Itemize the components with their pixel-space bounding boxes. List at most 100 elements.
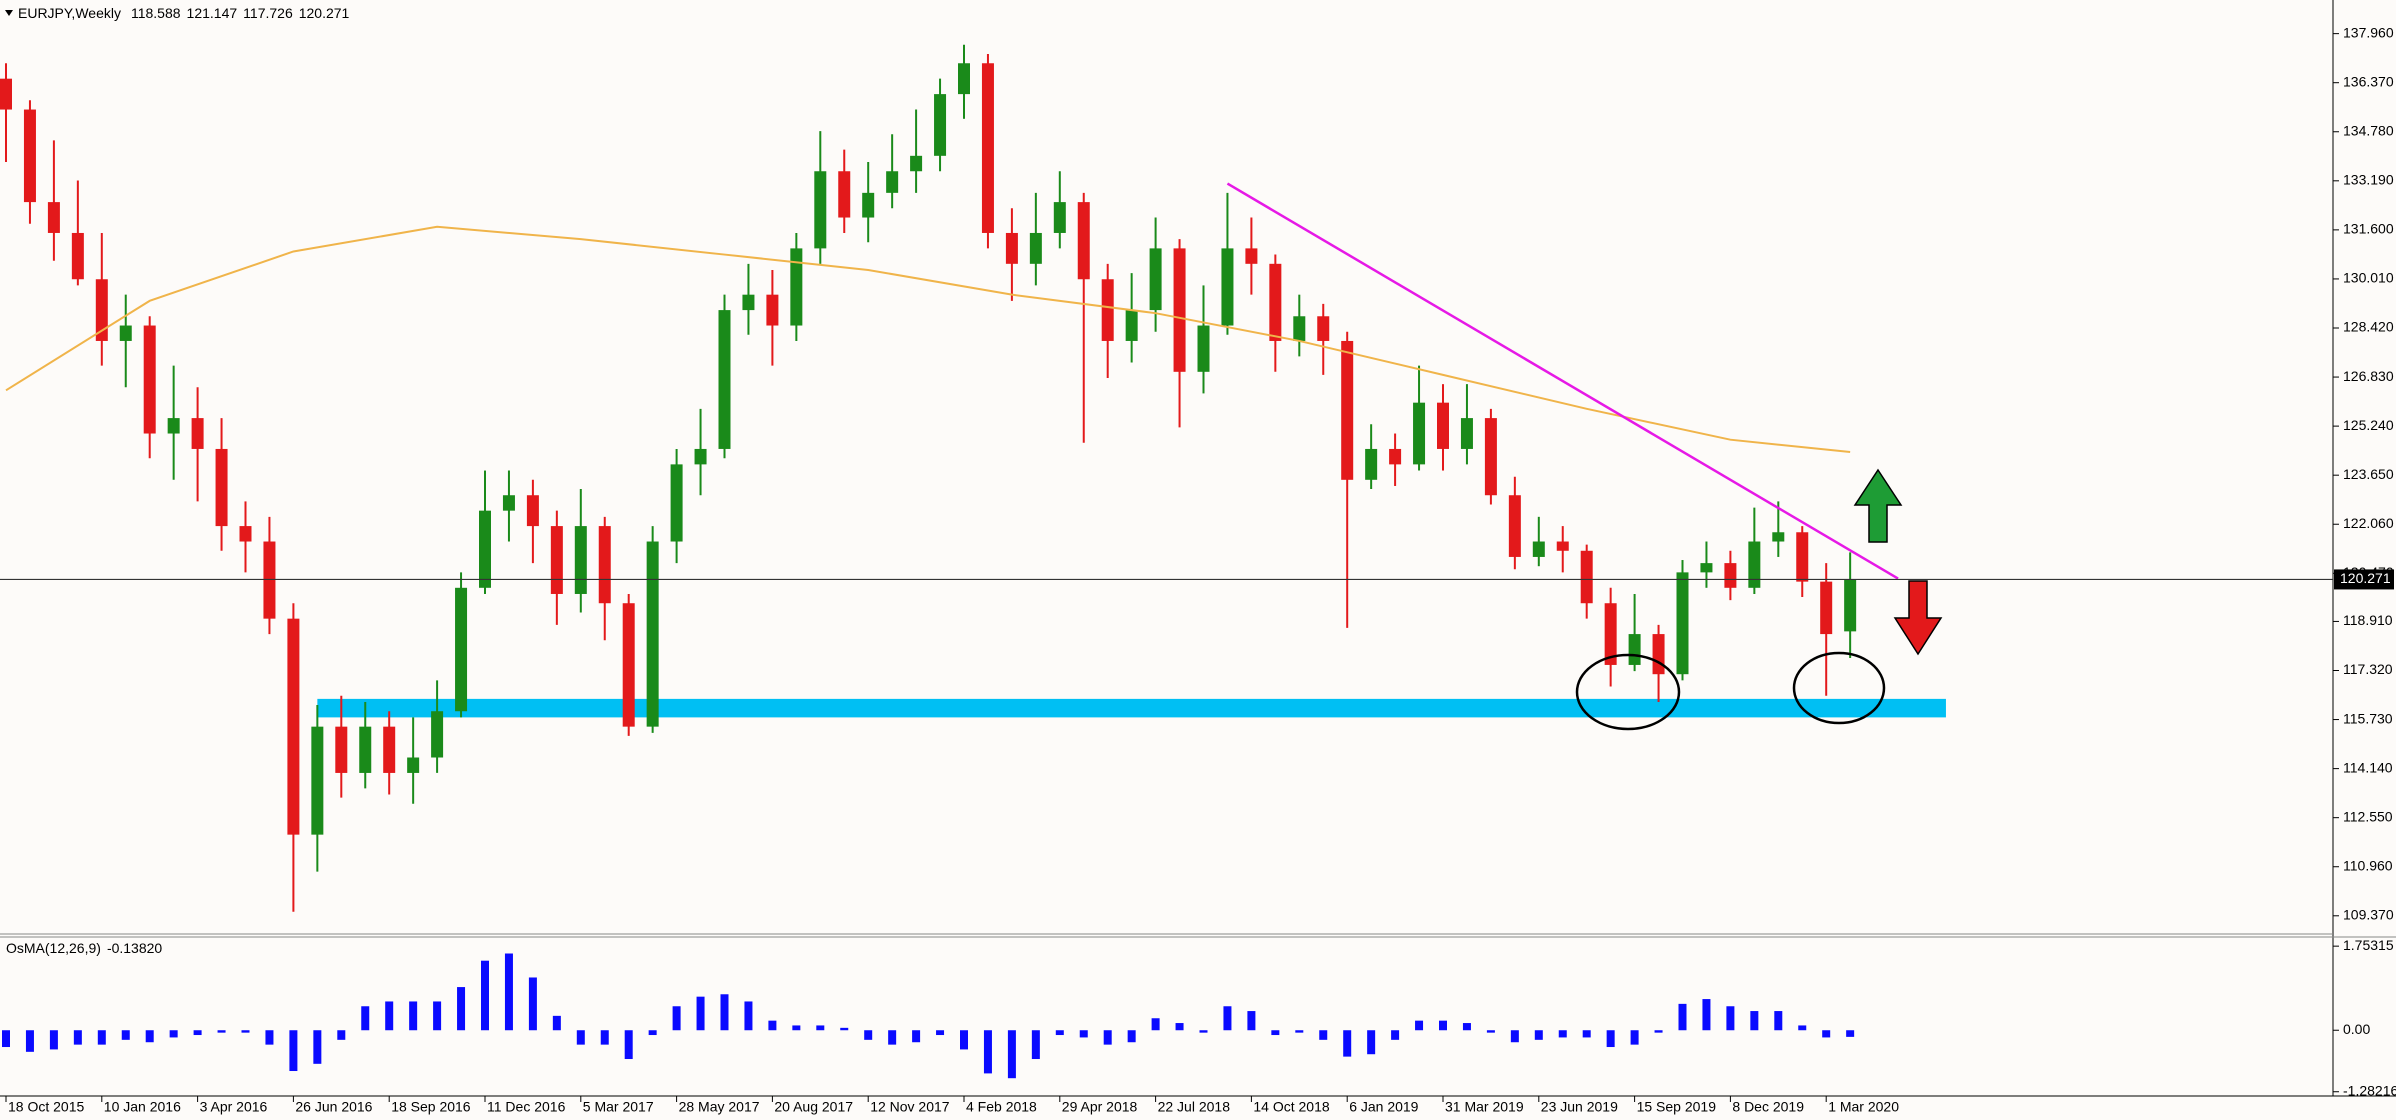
histogram-bar xyxy=(600,1030,609,1045)
y-tick-label: 125.240 xyxy=(2343,417,2394,433)
histogram-bar xyxy=(983,1030,992,1074)
histogram-bar xyxy=(145,1030,154,1043)
histogram-bar xyxy=(504,953,513,1031)
candle-body xyxy=(1125,310,1138,341)
candle-body xyxy=(694,448,707,465)
histogram-bar xyxy=(1127,1030,1136,1043)
x-tick-label: 26 Jun 2016 xyxy=(295,1099,372,1115)
histogram-bar xyxy=(1271,1030,1280,1036)
y-tick-label: 131.600 xyxy=(2343,221,2394,237)
candle-body xyxy=(981,63,994,233)
candle-body xyxy=(311,726,324,835)
histogram-bar xyxy=(912,1030,921,1043)
histogram-bar xyxy=(313,1030,322,1064)
support-zone xyxy=(317,698,1946,718)
histogram-bar xyxy=(361,1006,370,1031)
y-tick-label: 136.370 xyxy=(2343,73,2394,89)
candle-body xyxy=(1676,572,1689,675)
candle-body xyxy=(455,587,468,712)
x-tick-label: 11 Dec 2016 xyxy=(487,1099,566,1115)
histogram-bar xyxy=(121,1030,130,1040)
x-tick-label: 23 Jun 2019 xyxy=(1541,1099,1618,1115)
candle-body xyxy=(862,192,875,218)
candle-body xyxy=(431,711,444,758)
circle-annotation xyxy=(1792,651,1886,725)
candle-body xyxy=(1460,418,1473,449)
candle-body xyxy=(1197,325,1210,372)
y-tick-label: 130.010 xyxy=(2343,270,2394,286)
candle-body xyxy=(71,232,84,280)
y-tick-label: 122.060 xyxy=(2343,515,2394,531)
candle-body xyxy=(598,526,611,604)
x-tick-label: 5 Mar 2017 xyxy=(583,1099,654,1115)
candle-body xyxy=(143,325,156,434)
candle-body xyxy=(958,63,970,95)
histogram-bar xyxy=(2,1030,10,1048)
histogram-bar xyxy=(720,994,729,1031)
candle-body xyxy=(766,294,779,326)
histogram-bar xyxy=(1486,1030,1495,1033)
candle-body xyxy=(886,171,899,193)
trendline xyxy=(1226,182,1899,580)
histogram-bar xyxy=(1247,1011,1256,1031)
histogram-bar xyxy=(73,1030,82,1045)
histogram-bar xyxy=(385,1001,394,1031)
histogram-bar xyxy=(1343,1030,1352,1057)
y-tick-label: 0.00 xyxy=(2343,1021,2370,1037)
histogram-bar xyxy=(193,1030,202,1036)
candle-body xyxy=(0,78,12,110)
candle-body xyxy=(191,418,204,449)
x-tick-label: 18 Sep 2016 xyxy=(391,1099,471,1115)
histogram-bar xyxy=(1654,1030,1663,1033)
x-tick-label: 28 May 2017 xyxy=(679,1099,760,1115)
histogram-bar xyxy=(1439,1020,1447,1031)
candle-body xyxy=(1796,532,1809,582)
x-tick-label: 15 Sep 2019 xyxy=(1637,1099,1717,1115)
histogram-bar xyxy=(25,1030,34,1052)
candle-body xyxy=(1245,248,1258,264)
histogram-bar xyxy=(864,1030,873,1040)
candle-body xyxy=(1532,541,1545,557)
histogram-bar xyxy=(265,1030,274,1045)
x-tick-label: 12 Nov 2017 xyxy=(870,1099,950,1115)
candle-body xyxy=(1005,232,1018,264)
histogram-bar xyxy=(888,1030,897,1045)
candle-body xyxy=(215,448,228,527)
up-arrow xyxy=(1853,468,1903,543)
current-price-box xyxy=(2334,569,2394,590)
histogram-bar xyxy=(1007,1030,1016,1079)
x-tick-label: 10 Jan 2016 xyxy=(104,1099,181,1115)
candle-body xyxy=(239,526,252,542)
histogram-bar xyxy=(744,1001,753,1031)
histogram-bar xyxy=(1558,1030,1567,1038)
candle-body xyxy=(1772,532,1785,542)
x-tick-label: 6 Jan 2019 xyxy=(1349,1099,1418,1115)
indicator-value: -0.13820 xyxy=(107,940,162,956)
histogram-bar xyxy=(1199,1030,1208,1033)
y-tick-label: 128.420 xyxy=(2343,319,2394,335)
candle-body xyxy=(95,279,108,341)
candle-body xyxy=(1820,581,1833,635)
y-tick-label: -1.28216 xyxy=(2343,1082,2396,1098)
header-icon xyxy=(5,10,13,16)
histogram-bar xyxy=(552,1015,561,1031)
y-tick-label: 114.140 xyxy=(2343,759,2393,775)
histogram-bar xyxy=(960,1030,968,1050)
histogram-bar xyxy=(1606,1030,1615,1048)
histogram-bar xyxy=(217,1030,226,1033)
candle-body xyxy=(167,418,180,434)
y-tick-label: 1.75315 xyxy=(2343,937,2394,953)
histogram-bar xyxy=(1582,1030,1591,1038)
histogram-bar xyxy=(624,1030,633,1060)
open-value: 118.588 xyxy=(131,5,181,21)
y-tick-label: 110.960 xyxy=(2343,857,2393,873)
histogram-bar xyxy=(1175,1023,1184,1031)
histogram-bar xyxy=(936,1030,945,1036)
candle-body xyxy=(1077,202,1090,280)
histogram-bar xyxy=(1319,1030,1328,1040)
circle-annotation xyxy=(1575,653,1681,731)
histogram-bar xyxy=(768,1020,777,1031)
histogram-bar xyxy=(1702,999,1711,1031)
histogram-bar xyxy=(840,1027,849,1031)
